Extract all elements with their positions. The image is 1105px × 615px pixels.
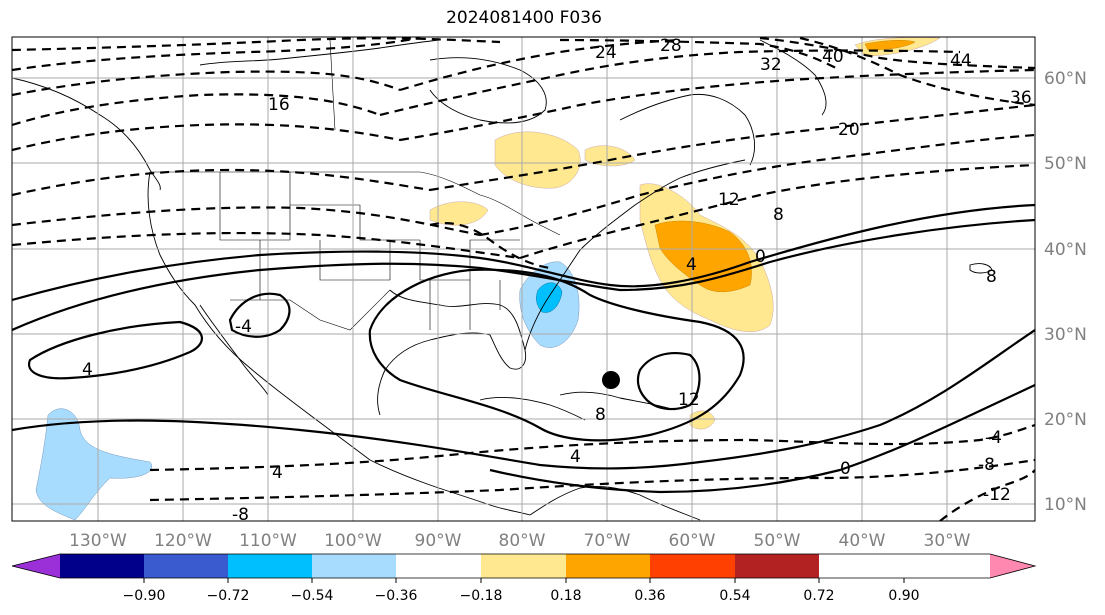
colorbar-tick-label: −0.90 <box>123 588 166 604</box>
contour-label: 0 <box>755 247 766 267</box>
colorbar-segment <box>650 554 735 578</box>
colorbar-tick-label: 0.36 <box>634 588 665 604</box>
contour-label: -12 <box>983 485 1011 505</box>
contour-label: 40 <box>822 47 844 67</box>
lat-label: 20°N <box>1044 410 1087 430</box>
colorbar-segment <box>396 554 481 578</box>
contour-label: 4 <box>272 463 283 483</box>
coast-caribbean <box>559 391 676 411</box>
island-azores <box>969 263 993 274</box>
solid-contours <box>12 203 1035 494</box>
map-border <box>11 36 1036 522</box>
colorbar-segment <box>312 554 396 578</box>
lon-label: 50°W <box>754 531 801 551</box>
lon-label: 120°W <box>154 531 212 551</box>
contour-label: -4 <box>985 428 1002 448</box>
contour-label: 4 <box>686 255 697 275</box>
contour-label: 24 <box>595 43 617 63</box>
contour-label: 16 <box>268 95 290 115</box>
map-area <box>12 37 1035 521</box>
lon-label: 110°W <box>239 531 297 551</box>
lat-label: 10°N <box>1044 495 1087 515</box>
border-us-canada <box>150 171 561 236</box>
colorbar: −0.90 −0.72 −0.54 −0.36 −0.18 0.18 0.36 … <box>11 553 1037 604</box>
contour-label: 28 <box>660 36 682 56</box>
coast-east-na <box>524 159 746 351</box>
colorbar-segments <box>60 554 819 578</box>
coast-arctic <box>199 39 441 66</box>
colorbar-tick-label: 0.18 <box>550 588 581 604</box>
lon-label: 100°W <box>324 531 382 551</box>
colorbar-segment <box>60 554 144 578</box>
storm-marker-icon <box>602 371 620 389</box>
colorbar-tick-labels: −0.90 −0.72 −0.54 −0.36 −0.18 0.18 0.36 … <box>123 588 920 604</box>
colorbar-tick-label: 0.54 <box>719 588 750 604</box>
lat-label: 50°N <box>1044 154 1087 174</box>
coast-south-america <box>529 485 701 521</box>
colorbar-segment <box>735 554 819 578</box>
contour-label: 32 <box>760 55 782 75</box>
coast-gulf-mexico <box>377 289 527 416</box>
lon-label: 30°W <box>924 531 971 551</box>
colorbar-tick-label: −0.54 <box>291 588 334 604</box>
contour-label: 36 <box>1010 88 1032 108</box>
lon-label: 80°W <box>499 531 546 551</box>
border-us-mexico <box>230 289 391 331</box>
coast-labrador <box>619 93 756 166</box>
coast-baja <box>199 304 269 396</box>
contour-label: 8 <box>986 267 997 287</box>
border-states-1 <box>219 172 291 241</box>
shade-yellow-east-atlantic <box>689 410 716 430</box>
border-states-5 <box>429 280 501 330</box>
map-title: 2024081400 F036 <box>446 8 602 28</box>
colorbar-outline <box>11 553 1037 579</box>
lat-label: 60°N <box>1044 69 1087 89</box>
contour-label: 44 <box>950 51 972 71</box>
coast-hudson-bay <box>429 57 547 124</box>
contour-label: -4 <box>235 317 252 337</box>
shade-orange-greenland <box>864 40 916 51</box>
colorbar-tick-label: 0.90 <box>888 588 919 604</box>
colorbar-tick-label: 0.72 <box>803 588 834 604</box>
latitude-labels: 60°N 50°N 40°N 30°N 20°N 10°N <box>1044 69 1087 515</box>
contour-label: 12 <box>718 190 740 210</box>
longitude-labels: 130°W 120°W 110°W 100°W 90°W 80°W 70°W 6… <box>69 531 971 551</box>
colorbar-tick-label: −0.72 <box>207 588 250 604</box>
contour-label: 12 <box>678 390 700 410</box>
contour-label: 20 <box>838 120 860 140</box>
coast-alaska <box>12 77 161 191</box>
lat-label: 30°N <box>1044 325 1087 345</box>
shade-cyan-eastcoast <box>536 282 563 313</box>
colorbar-segment <box>566 554 650 578</box>
colorbar-tick-label: −0.36 <box>375 588 418 604</box>
contour-label: -8 <box>978 455 995 475</box>
colorbar-tick-label: −0.18 <box>460 588 503 604</box>
colorbar-segment <box>481 554 566 578</box>
colorbar-segment <box>228 554 312 578</box>
contour-label: 4 <box>82 360 93 380</box>
shade-yellow-canada <box>494 131 581 189</box>
lon-label: 70°W <box>584 531 631 551</box>
contour-label: 8 <box>773 205 784 225</box>
lat-label: 40°N <box>1044 240 1087 260</box>
contour-label: -8 <box>232 505 249 525</box>
border-alaska <box>329 39 336 131</box>
shaded-regions <box>35 37 941 521</box>
lon-label: 40°W <box>839 531 886 551</box>
lon-label: 60°W <box>669 531 716 551</box>
coast-cuba <box>479 397 586 421</box>
shade-lightblue-pacific <box>35 408 153 521</box>
colorbar-max-extension <box>990 554 1035 578</box>
colorbar-segment <box>144 554 228 578</box>
lon-label: 90°W <box>415 531 462 551</box>
colorbar-ticks <box>143 578 905 583</box>
contour-label: 0 <box>840 459 851 479</box>
contour-label: 8 <box>595 405 606 425</box>
contour-label: 4 <box>570 447 581 467</box>
dashed-contours <box>12 37 1035 521</box>
colorbar-min-extension <box>12 554 60 578</box>
lon-label: 130°W <box>69 531 127 551</box>
contour-labels: 24 28 32 40 44 36 20 16 12 8 0 4 -4 12 8… <box>82 36 1032 525</box>
